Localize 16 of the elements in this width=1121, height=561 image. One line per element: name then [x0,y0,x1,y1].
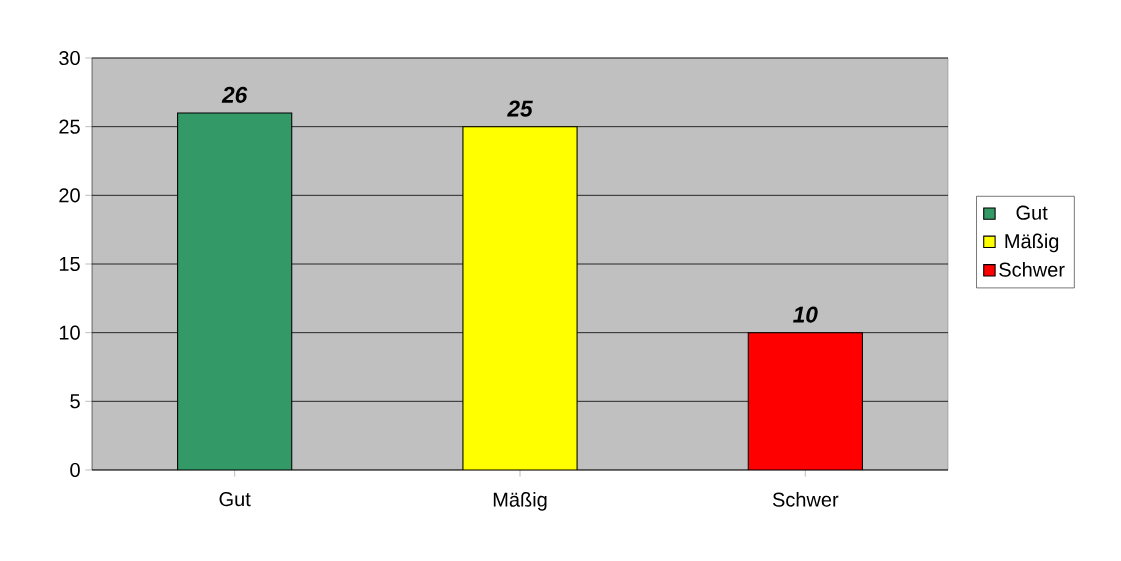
data-label: 25 [507,100,533,117]
x-tick-label: Gut [219,492,251,507]
y-tick-label: 0 [70,462,80,478]
data-label: 10 [793,306,818,323]
y-tick-label: 30 [59,50,80,66]
y-tick-label: 25 [59,119,80,134]
x-tick-label: Schwer [772,492,839,507]
y-tick-label: 15 [59,257,80,271]
data-label: 26 [221,86,248,103]
y-tick-label: 5 [70,394,80,409]
y-tick-label: 10 [59,325,80,340]
y-tick-label: 20 [59,188,80,203]
legend-label: Gut [1016,205,1048,220]
legend-label: Schwer [999,262,1065,277]
legend-label: Mäßig [1005,233,1059,253]
x-tick-label: Mäßig [493,492,547,511]
